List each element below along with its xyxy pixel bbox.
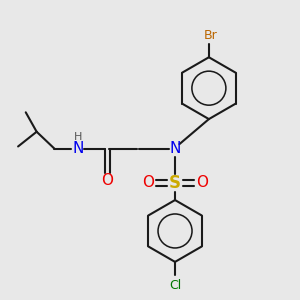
Text: Br: Br: [203, 29, 217, 42]
Text: O: O: [142, 176, 154, 190]
Text: S: S: [169, 174, 181, 192]
Text: N: N: [169, 141, 181, 156]
Text: O: O: [196, 176, 208, 190]
Text: Cl: Cl: [169, 279, 181, 292]
Text: N: N: [72, 141, 83, 156]
Text: H: H: [74, 132, 83, 142]
Text: O: O: [101, 173, 113, 188]
